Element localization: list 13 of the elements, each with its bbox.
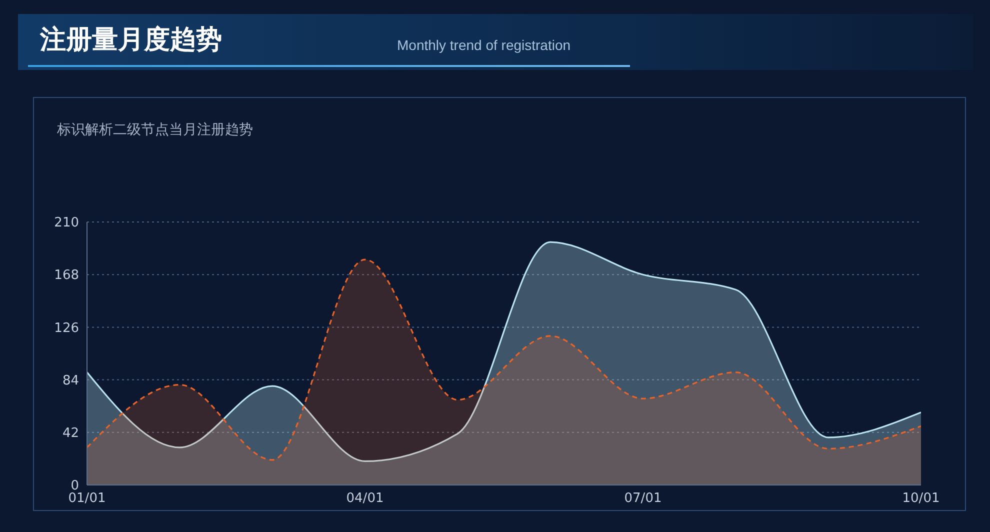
x-tick-label: 07/01 [624,491,662,506]
y-tick-label: 168 [54,268,79,284]
y-tick-label: 126 [54,320,79,336]
y-tick-label: 42 [62,426,79,442]
text: 标识解析二级节点当月注册趋势 [57,121,253,139]
y-tick-label: 0 [70,478,79,494]
y-tick-label: 84 [62,373,79,388]
y-tick-label: 210 [54,216,79,231]
x-tick-label: 10/01 [902,491,940,506]
chart-title: 注册量月度趋势 [40,24,222,57]
x-tick-label: 01/01 [68,491,106,506]
x-tick-label: 04/01 [346,491,384,506]
chart-subtitle: Monthly trend of registration [397,37,571,53]
